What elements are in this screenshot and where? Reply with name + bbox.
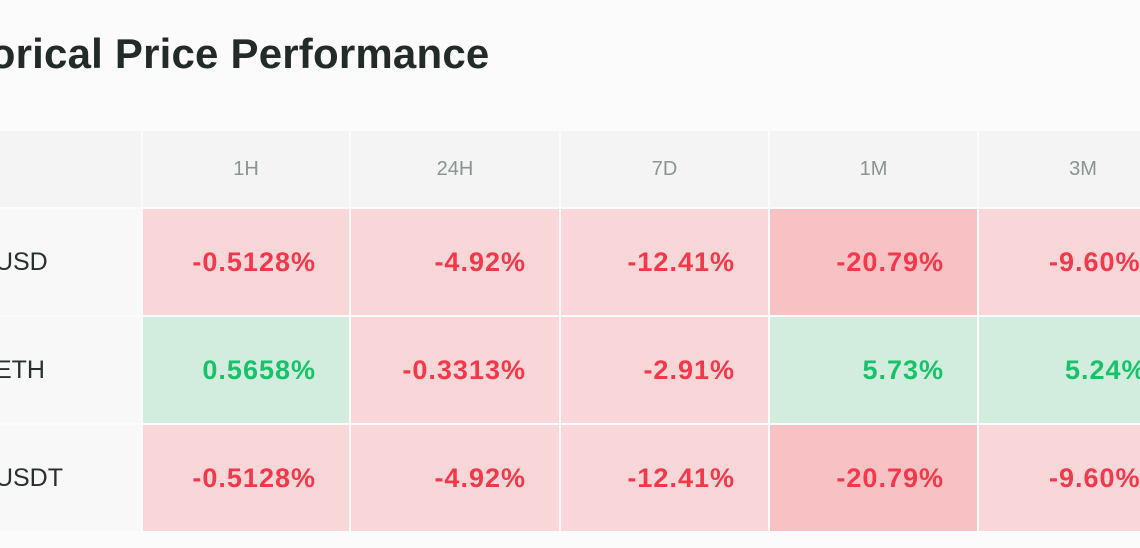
column-header-24h: 24H [351,131,559,207]
value-cell: -4.92% [351,425,559,531]
value-cell: -2.91% [561,317,768,423]
value-cell: -0.5128% [143,209,349,315]
page-title: storical Price Performance [0,30,490,77]
column-header-3m: 3M [979,131,1140,207]
row-label-usdt: /USDT [0,425,141,531]
value-cell: 5.73% [770,317,977,423]
column-header-7d: 7D [561,131,768,207]
value-cell: -9.60% [979,209,1140,315]
value-cell: -20.79% [770,209,977,315]
value-cell: 5.24% [979,317,1140,423]
price-performance-table: 1H 24H 7D 1M 3M /USD -0.5128% -4.92% -12… [0,131,1140,531]
value-cell: -4.92% [351,209,559,315]
row-label-eth: /ETH [0,317,141,423]
value-cell: -0.3313% [351,317,559,423]
table-header-corner [0,131,141,207]
column-header-1h: 1H [143,131,349,207]
value-cell: -12.41% [561,425,768,531]
value-cell: 0.5658% [143,317,349,423]
column-header-1m: 1M [770,131,977,207]
value-cell: -12.41% [561,209,768,315]
row-label-usd: /USD [0,209,141,315]
value-cell: -0.5128% [143,425,349,531]
value-cell: -20.79% [770,425,977,531]
value-cell: -9.60% [979,425,1140,531]
